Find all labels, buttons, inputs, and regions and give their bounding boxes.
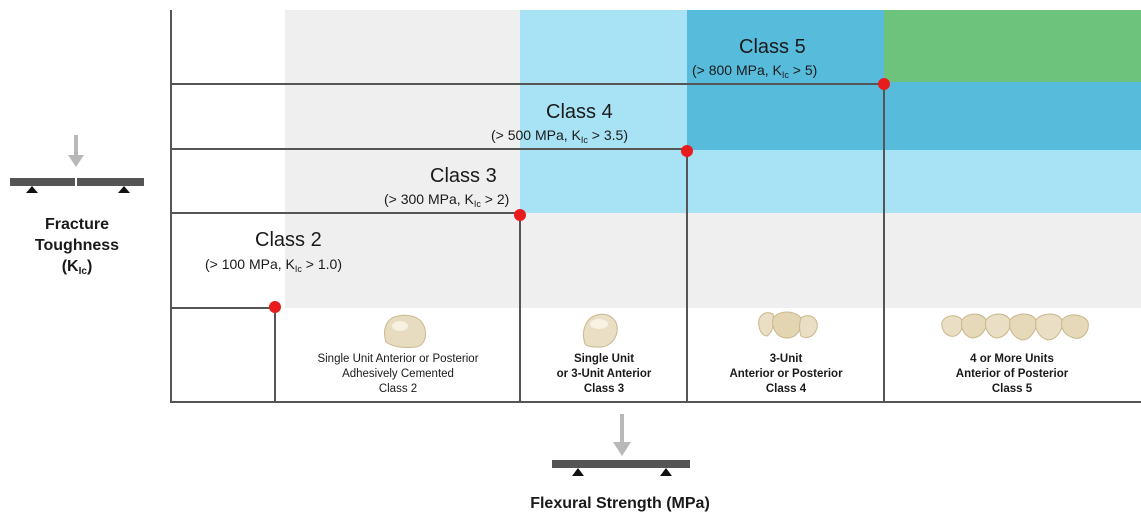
threshold-line-class3 [170, 212, 520, 214]
x-axis-label: Flexural Strength (MPa) [530, 495, 710, 512]
class2-title: Class 2 [255, 229, 322, 251]
divider-class5 [883, 84, 885, 402]
x-axis-line [170, 401, 1141, 403]
four-unit-bridge-image [941, 313, 1089, 341]
single-crown-image [384, 314, 427, 348]
category-class3-label: Single Unit or 3-Unit Anterior Class 3 [556, 353, 652, 395]
threshold-dot-class5 [878, 78, 890, 90]
three-unit-bridge-image [758, 311, 818, 339]
divider-class4 [686, 151, 688, 402]
flexural-test-icon [552, 414, 690, 476]
threshold-line-class4 [170, 148, 687, 150]
fracture-test-icon [10, 135, 144, 193]
category-class5-label: 4 or More Units Anterior of Posterior Cl… [955, 353, 1069, 395]
class4-criteria: (> 500 MPa, KIc > 3.5) [491, 127, 628, 145]
divider-class3 [519, 215, 521, 402]
threshold-line-class5 [170, 83, 884, 85]
class4-title: Class 4 [546, 101, 613, 123]
category-class4-label: 3-Unit Anterior or Posterior Class 4 [729, 353, 843, 395]
class5-criteria: (> 800 MPa, KIc > 5) [692, 62, 818, 80]
threshold-dot-class4 [681, 145, 693, 157]
threshold-dot-class3 [514, 209, 526, 221]
single-unit-anterior-image [583, 313, 618, 348]
band-green [884, 10, 1141, 82]
class3-criteria: (> 300 MPa, KIc > 2) [384, 191, 510, 209]
y-axis-line [170, 10, 172, 403]
class3-title: Class 3 [430, 165, 497, 187]
category-class2-label: Single Unit Anterior or Posterior Adhesi… [317, 353, 479, 395]
y-axis-label: Fracture Toughness (KIc) [34, 216, 120, 277]
class2-criteria: (> 100 MPa, KIc > 1.0) [205, 256, 342, 274]
divider-class2 [274, 307, 276, 402]
threshold-dot-class2 [269, 301, 281, 313]
class5-title: Class 5 [739, 36, 806, 58]
threshold-line-class2 [170, 307, 275, 309]
